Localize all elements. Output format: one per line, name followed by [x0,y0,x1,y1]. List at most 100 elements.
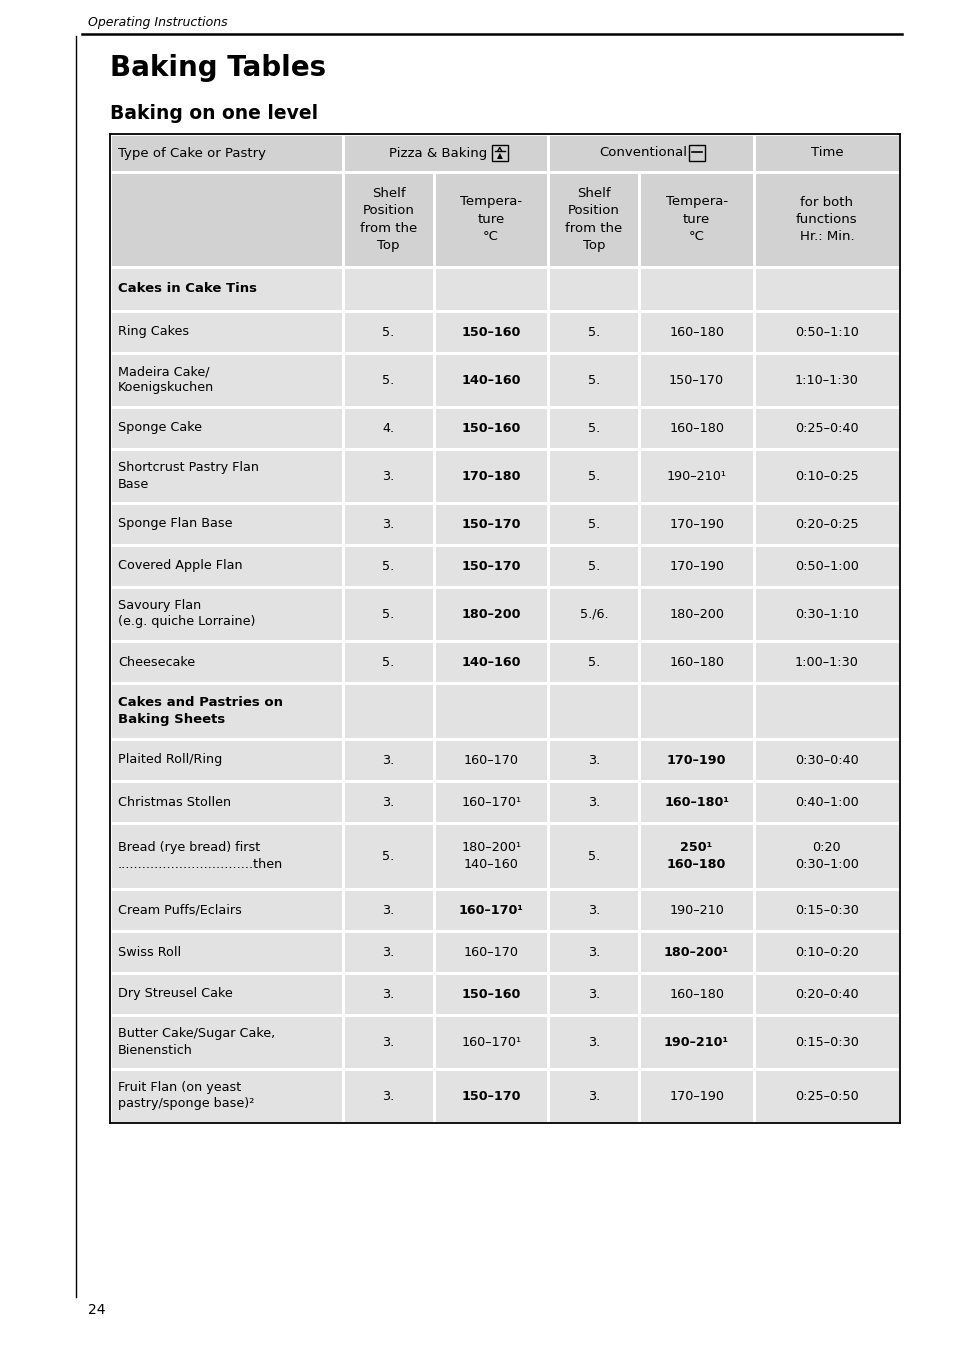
Text: 3.: 3. [382,987,395,1000]
Text: 3.: 3. [382,903,395,917]
Bar [110,890,899,932]
Text: 5.: 5. [587,373,599,387]
Text: 140–160: 140–160 [461,373,520,387]
Text: 180–200: 180–200 [668,607,723,621]
Text: 160–170¹: 160–170¹ [458,903,523,917]
Text: Christmas Stollen: Christmas Stollen [118,795,231,808]
Text: 160–180¹: 160–180¹ [663,795,728,808]
Bar [491,145,507,161]
Bar [491,145,507,161]
Text: Tempera-
ture
°C: Tempera- ture °C [665,196,727,243]
Text: 1:10–1:30: 1:10–1:30 [794,373,858,387]
Bar [110,1015,899,1069]
Bar [110,353,899,407]
Text: Cakes and Pastries on
Baking Sheets: Cakes and Pastries on Baking Sheets [118,696,283,726]
Text: for both
functions
Hr.: Min.: for both functions Hr.: Min. [795,196,857,243]
Text: 190–210: 190–210 [668,903,723,917]
Text: 5.: 5. [382,373,395,387]
Bar [110,683,899,740]
Text: Operating Instructions: Operating Instructions [88,16,228,28]
Text: 5.: 5. [587,422,599,434]
Text: 0:20–0:25: 0:20–0:25 [794,518,858,530]
Text: 5.: 5. [382,849,395,863]
Text: Shelf
Position
from the
Top: Shelf Position from the Top [359,187,416,253]
Bar [110,503,899,545]
Text: 1:00–1:30: 1:00–1:30 [794,656,858,668]
Bar [110,311,899,353]
Text: 0:30–0:40: 0:30–0:40 [794,753,858,767]
Text: 0:50–1:10: 0:50–1:10 [794,326,858,338]
Bar [110,407,899,449]
Text: Pizza & Baking: Pizza & Baking [388,146,486,160]
Text: 4.: 4. [382,422,395,434]
Text: 3.: 3. [587,1036,599,1049]
Bar [110,932,899,973]
Text: 170–190: 170–190 [666,753,725,767]
Text: 150–160: 150–160 [461,987,520,1000]
Text: 190–210¹: 190–210¹ [666,469,726,483]
Text: 5.: 5. [587,469,599,483]
Text: 180–200¹: 180–200¹ [663,945,728,959]
Text: 24: 24 [88,1303,106,1317]
Text: Baking on one level: Baking on one level [110,104,317,123]
Bar [110,781,899,823]
Text: Tempera-
ture
°C: Tempera- ture °C [459,196,521,243]
Text: 3.: 3. [587,795,599,808]
Text: 150–170: 150–170 [668,373,723,387]
Text: 140–160: 140–160 [461,656,520,668]
Bar [110,545,899,587]
Text: Cream Puffs/Eclairs: Cream Puffs/Eclairs [118,903,242,917]
Text: 170–180: 170–180 [461,469,520,483]
Text: Swiss Roll: Swiss Roll [118,945,181,959]
Text: Butter Cake/Sugar Cake,
Bienenstich: Butter Cake/Sugar Cake, Bienenstich [118,1028,275,1056]
Text: 5.: 5. [587,656,599,668]
Text: 160–180: 160–180 [668,422,723,434]
Text: Conventional: Conventional [598,146,686,160]
Text: Madeira Cake/
Koenigskuchen: Madeira Cake/ Koenigskuchen [118,365,214,395]
Text: Ring Cakes: Ring Cakes [118,326,189,338]
Bar [110,266,899,311]
Text: Sponge Cake: Sponge Cake [118,422,202,434]
Text: Savoury Flan
(e.g. quiche Lorraine): Savoury Flan (e.g. quiche Lorraine) [118,599,255,629]
Text: 0:25–0:50: 0:25–0:50 [794,1090,858,1102]
Bar [110,449,899,503]
Bar [110,973,899,1015]
Text: Cakes in Cake Tins: Cakes in Cake Tins [118,283,256,296]
Text: Fruit Flan (on yeast
pastry/sponge base)²: Fruit Flan (on yeast pastry/sponge base)… [118,1082,254,1110]
Text: 0:20
0:30–1:00: 0:20 0:30–1:00 [794,841,858,871]
Text: ▲: ▲ [497,151,502,160]
Text: 190–210¹: 190–210¹ [663,1036,728,1049]
Text: 160–180: 160–180 [668,987,723,1000]
Text: Shelf
Position
from the
Top: Shelf Position from the Top [565,187,622,253]
Text: 0:15–0:30: 0:15–0:30 [794,1036,858,1049]
Bar [110,641,899,683]
Text: 3.: 3. [587,903,599,917]
Bar [110,823,899,890]
Text: 3.: 3. [382,1036,395,1049]
Text: 3.: 3. [382,753,395,767]
Text: 5./6.: 5./6. [579,607,608,621]
Text: Sponge Flan Base: Sponge Flan Base [118,518,233,530]
Text: 0:20–0:40: 0:20–0:40 [794,987,858,1000]
Text: Dry Streusel Cake: Dry Streusel Cake [118,987,233,1000]
Text: 160–170: 160–170 [463,945,518,959]
Bar [110,587,899,641]
Text: 0:50–1:00: 0:50–1:00 [794,560,858,572]
Bar [110,740,899,781]
Text: 160–180: 160–180 [668,326,723,338]
Text: 0:10–0:25: 0:10–0:25 [794,469,858,483]
Text: 150–170: 150–170 [461,1090,520,1102]
Text: 5.: 5. [382,560,395,572]
Text: 150–170: 150–170 [461,518,520,530]
Text: 180–200: 180–200 [461,607,520,621]
Text: 0:25–0:40: 0:25–0:40 [794,422,858,434]
Bar [110,134,899,172]
Text: 5.: 5. [587,326,599,338]
Text: Cheesecake: Cheesecake [118,656,195,668]
Text: 150–170: 150–170 [461,560,520,572]
Bar [110,172,899,266]
Text: 5.: 5. [587,560,599,572]
Text: 3.: 3. [382,1090,395,1102]
Text: 3.: 3. [587,945,599,959]
Text: Covered Apple Flan: Covered Apple Flan [118,560,242,572]
